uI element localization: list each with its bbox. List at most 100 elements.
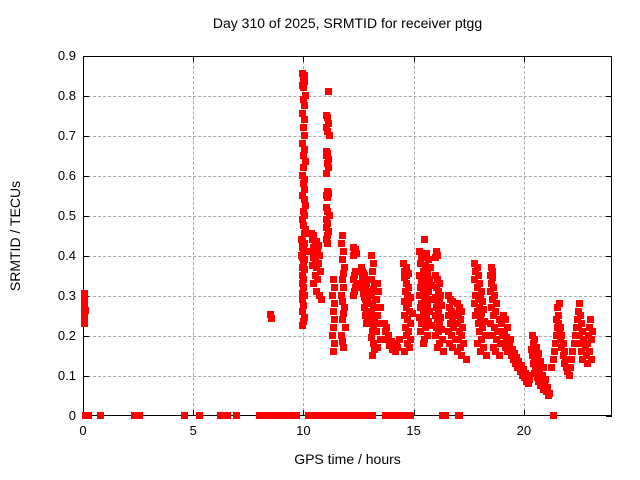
y-tick-label: 0.7 xyxy=(57,128,76,143)
data-point xyxy=(299,308,307,315)
data-point xyxy=(300,256,308,263)
data-point xyxy=(423,332,431,339)
data-point xyxy=(516,368,524,375)
data-point xyxy=(96,412,104,419)
data-point xyxy=(368,268,376,275)
data-point xyxy=(298,296,306,303)
data-point xyxy=(339,256,347,263)
data-point xyxy=(367,334,375,341)
data-point xyxy=(534,374,542,381)
data-point xyxy=(576,300,584,307)
data-point xyxy=(337,332,345,339)
y-tick-mark xyxy=(83,376,89,377)
data-point xyxy=(561,356,569,363)
data-point xyxy=(445,304,453,311)
data-point xyxy=(525,380,533,387)
data-point xyxy=(427,296,435,303)
data-point xyxy=(376,336,384,343)
data-point xyxy=(580,336,588,343)
data-point xyxy=(558,332,566,339)
data-point xyxy=(330,324,338,331)
data-point xyxy=(407,294,415,301)
data-point xyxy=(367,292,375,299)
data-point xyxy=(367,310,375,317)
data-point xyxy=(300,146,308,153)
grid-line-horizontal xyxy=(83,376,612,377)
grid-line-horizontal xyxy=(83,336,612,337)
data-point xyxy=(428,322,436,329)
data-point xyxy=(420,336,428,343)
data-point xyxy=(552,332,560,339)
data-point xyxy=(195,412,203,419)
data-point xyxy=(476,348,484,355)
data-point xyxy=(578,320,586,327)
data-point xyxy=(399,260,407,267)
data-point xyxy=(419,340,427,347)
data-point xyxy=(323,160,331,167)
data-point xyxy=(584,332,592,339)
data-point xyxy=(364,288,372,295)
y-tick-label: 0 xyxy=(68,408,76,423)
data-point xyxy=(322,124,330,131)
data-point xyxy=(396,336,404,343)
data-point xyxy=(300,230,308,237)
data-point xyxy=(551,340,559,347)
data-point xyxy=(544,384,552,391)
y-tick-label: 0.3 xyxy=(57,288,76,303)
data-point xyxy=(426,276,434,283)
data-point xyxy=(436,320,444,327)
data-point xyxy=(448,332,456,339)
data-point xyxy=(433,316,441,323)
data-point xyxy=(373,328,381,335)
data-point xyxy=(571,332,579,339)
data-point xyxy=(404,316,412,323)
data-point xyxy=(436,280,444,287)
data-point xyxy=(351,272,359,279)
x-axis-label: GPS time / hours xyxy=(294,451,401,467)
data-point xyxy=(427,264,435,271)
data-point xyxy=(339,316,347,323)
x-tick-mark xyxy=(193,410,195,416)
data-point xyxy=(490,312,498,319)
data-point xyxy=(473,284,481,291)
grid-line-vertical xyxy=(413,56,415,416)
data-point xyxy=(350,276,358,283)
data-point xyxy=(352,284,360,291)
data-point xyxy=(330,340,338,347)
data-point xyxy=(337,240,345,247)
data-point xyxy=(494,328,502,335)
y-tick-label: 0.6 xyxy=(57,168,76,183)
y-tick-mark xyxy=(606,56,612,57)
data-point xyxy=(352,268,360,275)
data-point xyxy=(560,348,568,355)
data-point xyxy=(458,332,466,339)
data-point xyxy=(315,252,323,259)
data-point xyxy=(491,324,499,331)
data-point xyxy=(492,308,500,315)
x-tick-mark xyxy=(193,56,195,62)
data-point xyxy=(300,176,308,183)
data-point xyxy=(339,270,347,277)
data-point xyxy=(581,344,589,351)
data-point xyxy=(433,344,441,351)
data-point xyxy=(300,116,308,123)
data-point xyxy=(299,260,307,267)
data-point xyxy=(582,352,590,359)
data-point xyxy=(374,312,382,319)
data-point xyxy=(361,304,369,311)
data-point xyxy=(486,288,494,295)
data-point xyxy=(330,300,338,307)
data-point xyxy=(322,152,330,159)
data-point xyxy=(80,298,88,305)
data-point xyxy=(529,340,537,347)
data-point xyxy=(498,332,506,339)
data-point xyxy=(493,336,501,343)
data-point xyxy=(555,312,563,319)
data-point xyxy=(324,228,332,235)
data-point xyxy=(431,332,439,339)
data-point xyxy=(363,300,371,307)
data-point xyxy=(431,312,439,319)
data-point xyxy=(490,284,498,291)
data-point xyxy=(300,302,308,309)
data-point xyxy=(487,264,495,271)
